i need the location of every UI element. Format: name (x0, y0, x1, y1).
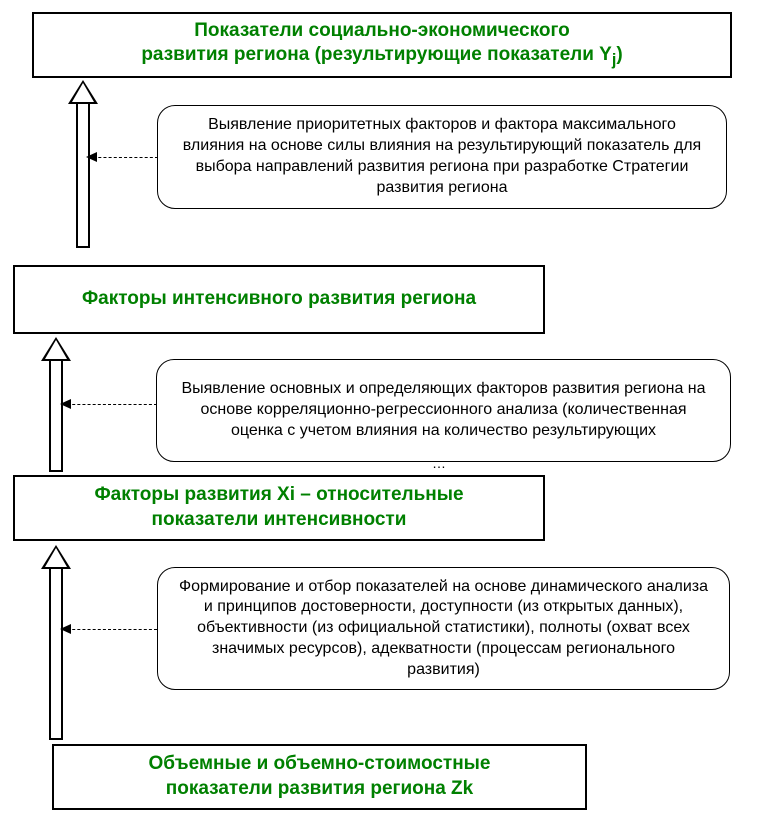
bubble-text-b3: Формирование и отбор показателей на осно… (176, 577, 711, 681)
ellipsis-icon: … (432, 455, 446, 471)
bubble-b2: Выявление основных и определяющих фактор… (156, 359, 731, 462)
dash-arrow-d2 (62, 404, 157, 405)
bubble-text-b2: Выявление основных и определяющих фактор… (175, 379, 712, 441)
arrow-up-a1 (70, 80, 96, 248)
dash-arrow-d3 (62, 629, 157, 630)
dash-arrow-d1 (88, 157, 158, 158)
bubble-b1: Выявление приоритетных факторов и фактор… (157, 105, 727, 209)
arrow-up-a3 (43, 545, 69, 740)
bubble-text-b1: Выявление приоритетных факторов и фактор… (176, 115, 708, 198)
box-title-n3: Факторы развития Xi – относительныепоказ… (94, 483, 463, 532)
box-n4: Объемные и объемно-стоимостныепоказатели… (52, 744, 587, 810)
diagram-stage: Показатели социально-экономическогоразви… (0, 0, 763, 831)
box-n2: Факторы интенсивного развития региона (13, 265, 545, 334)
box-title-n2: Факторы интенсивного развития региона (82, 287, 476, 312)
box-n1: Показатели социально-экономическогоразви… (32, 12, 732, 78)
box-title-n4: Объемные и объемно-стоимостныепоказатели… (149, 752, 491, 801)
box-n3: Факторы развития Xi – относительныепоказ… (13, 475, 545, 541)
bubble-b3: Формирование и отбор показателей на осно… (157, 567, 730, 690)
box-title-n1: Показатели социально-экономическогоразви… (141, 19, 622, 71)
